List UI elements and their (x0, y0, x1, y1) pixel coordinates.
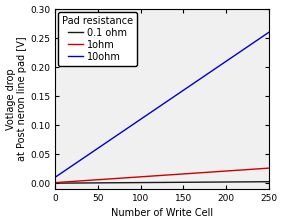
10ohm (123, 129, 127, 131)
1ohm (169, 173, 172, 176)
10ohm (169, 98, 172, 100)
10ohm (76, 161, 79, 164)
10ohm (53, 176, 57, 179)
1ohm (144, 175, 147, 178)
0.1 ohm (112, 181, 116, 184)
10ohm (170, 97, 174, 99)
0.1 ohm (123, 181, 127, 184)
Line: 1ohm: 1ohm (55, 168, 274, 183)
Line: 10ohm: 10ohm (55, 29, 274, 177)
0.1 ohm (272, 180, 276, 183)
X-axis label: Number of Write Cell: Number of Write Cell (111, 209, 213, 218)
0.1 ohm (76, 182, 79, 184)
0.1 ohm (169, 181, 172, 184)
1ohm (112, 177, 116, 180)
10ohm (272, 28, 276, 30)
1ohm (76, 180, 79, 183)
1ohm (123, 177, 127, 179)
Y-axis label: Votlage drop
at Post neron line pad [V]: Votlage drop at Post neron line pad [V] (6, 37, 27, 161)
0.1 ohm (170, 181, 174, 184)
0.1 ohm (144, 181, 147, 184)
1ohm (170, 173, 174, 176)
1ohm (272, 166, 276, 169)
10ohm (112, 136, 116, 139)
1ohm (53, 181, 57, 184)
10ohm (144, 114, 147, 117)
Line: 0.1 ohm: 0.1 ohm (55, 182, 274, 183)
0.1 ohm (53, 182, 57, 185)
Legend: 0.1 ohm, 1ohm, 10ohm: 0.1 ohm, 1ohm, 10ohm (58, 12, 137, 66)
